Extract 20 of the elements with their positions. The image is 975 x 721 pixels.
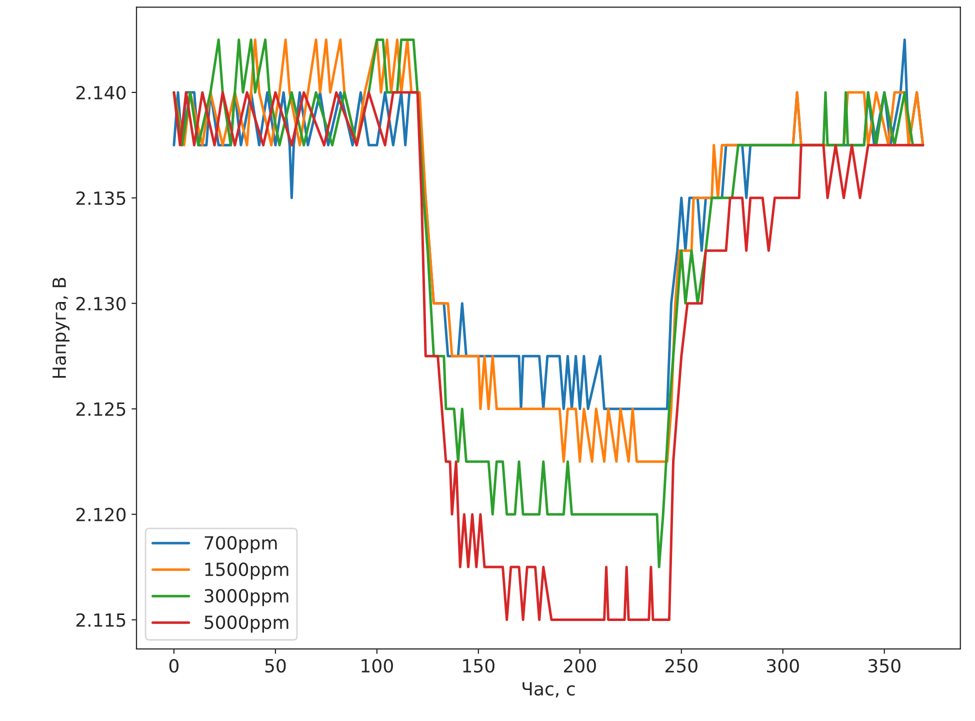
- x-tick-label: 100: [362, 658, 393, 673]
- x-tick-label: 350: [868, 658, 900, 673]
- y-tick-label: 2.125: [76, 402, 126, 416]
- y-tick-label: 2.135: [76, 191, 126, 206]
- x-tick-label: 150: [463, 658, 494, 673]
- x-tick-label: 0: [169, 658, 178, 673]
- y-tick-label: 2.120: [76, 508, 126, 522]
- y-tick-label: 2.130: [76, 296, 126, 310]
- x-tick-label: 50: [265, 658, 286, 673]
- x-tick-label: 200: [564, 658, 596, 673]
- y-tick-label: 2.140: [76, 86, 126, 100]
- y-tick-label: 2.115: [76, 613, 126, 627]
- legend-label: 5000ppm: [204, 615, 288, 633]
- x-tick-label: 250: [665, 658, 698, 673]
- x-tick-label: 300: [767, 658, 799, 673]
- legend-label: 1500ppm: [205, 562, 288, 580]
- legend-label: 700ppm: [204, 536, 277, 554]
- y-axis-title: Напруга, В: [52, 278, 70, 378]
- legend-label: 3000ppm: [204, 588, 288, 606]
- x-axis-title: Час, с: [522, 682, 575, 698]
